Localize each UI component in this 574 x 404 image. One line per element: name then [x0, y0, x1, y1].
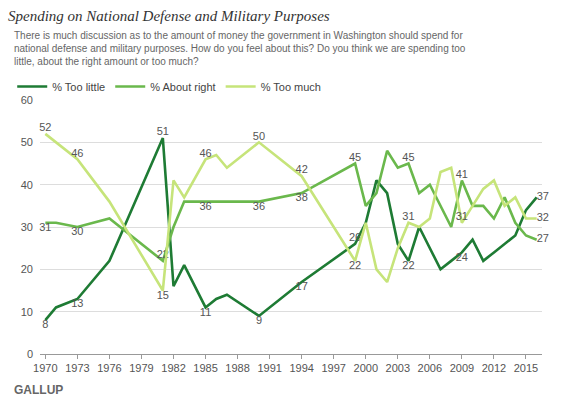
svg-text:40: 40	[21, 179, 33, 191]
svg-text:52: 52	[39, 121, 51, 133]
svg-text:1970: 1970	[33, 362, 57, 374]
svg-text:17: 17	[296, 280, 308, 292]
svg-text:27: 27	[537, 232, 549, 244]
svg-text:36: 36	[253, 200, 265, 212]
svg-text:% About right: % About right	[150, 81, 215, 93]
svg-text:24: 24	[456, 251, 468, 263]
svg-text:2012: 2012	[482, 362, 506, 374]
svg-text:38: 38	[296, 191, 308, 203]
svg-text:50: 50	[21, 136, 33, 148]
svg-text:30: 30	[71, 225, 83, 237]
svg-text:2003: 2003	[386, 362, 410, 374]
svg-text:46: 46	[71, 147, 83, 159]
svg-text:2006: 2006	[418, 362, 442, 374]
svg-text:46: 46	[199, 147, 211, 159]
svg-text:1991: 1991	[257, 362, 281, 374]
svg-text:11: 11	[200, 306, 211, 318]
svg-text:41: 41	[456, 168, 468, 180]
svg-text:42: 42	[296, 163, 308, 175]
svg-text:31: 31	[456, 210, 468, 222]
svg-text:1973: 1973	[65, 362, 89, 374]
svg-text:2015: 2015	[514, 362, 538, 374]
svg-text:8: 8	[42, 318, 48, 330]
svg-text:22: 22	[349, 259, 361, 271]
svg-text:45: 45	[402, 151, 414, 163]
svg-text:There is much discussion as to: There is much discussion as to the amoun…	[14, 30, 466, 67]
svg-text:30: 30	[21, 221, 33, 233]
svg-text:37: 37	[537, 190, 549, 202]
svg-text:1997: 1997	[321, 362, 345, 374]
svg-text:1985: 1985	[193, 362, 217, 374]
svg-text:15: 15	[157, 289, 169, 301]
svg-text:50: 50	[253, 130, 265, 142]
svg-text:Spending on National Defense a: Spending on National Defense and Militar…	[8, 8, 330, 24]
svg-text:% Too much: % Too much	[261, 81, 321, 93]
svg-text:45: 45	[349, 151, 361, 163]
svg-text:1988: 1988	[225, 362, 249, 374]
svg-text:31: 31	[402, 210, 414, 222]
svg-text:31: 31	[39, 221, 51, 233]
svg-text:GALLUP: GALLUP	[14, 383, 63, 397]
svg-text:1979: 1979	[129, 362, 153, 374]
svg-text:2009: 2009	[450, 362, 474, 374]
svg-text:1976: 1976	[97, 362, 121, 374]
svg-text:32: 32	[537, 211, 549, 223]
svg-text:2000: 2000	[354, 362, 378, 374]
svg-text:22: 22	[157, 248, 169, 260]
svg-text:1982: 1982	[161, 362, 185, 374]
svg-text:26: 26	[349, 231, 361, 243]
svg-text:0: 0	[27, 348, 33, 360]
svg-text:13: 13	[71, 297, 83, 309]
svg-text:36: 36	[199, 200, 211, 212]
svg-text:10: 10	[21, 306, 33, 318]
svg-text:20: 20	[21, 263, 33, 275]
svg-text:60: 60	[21, 94, 33, 106]
svg-text:51: 51	[157, 125, 169, 137]
svg-text:1994: 1994	[289, 362, 313, 374]
svg-text:9: 9	[256, 314, 262, 326]
svg-text:22: 22	[402, 259, 414, 271]
svg-text:% Too little: % Too little	[52, 81, 105, 93]
